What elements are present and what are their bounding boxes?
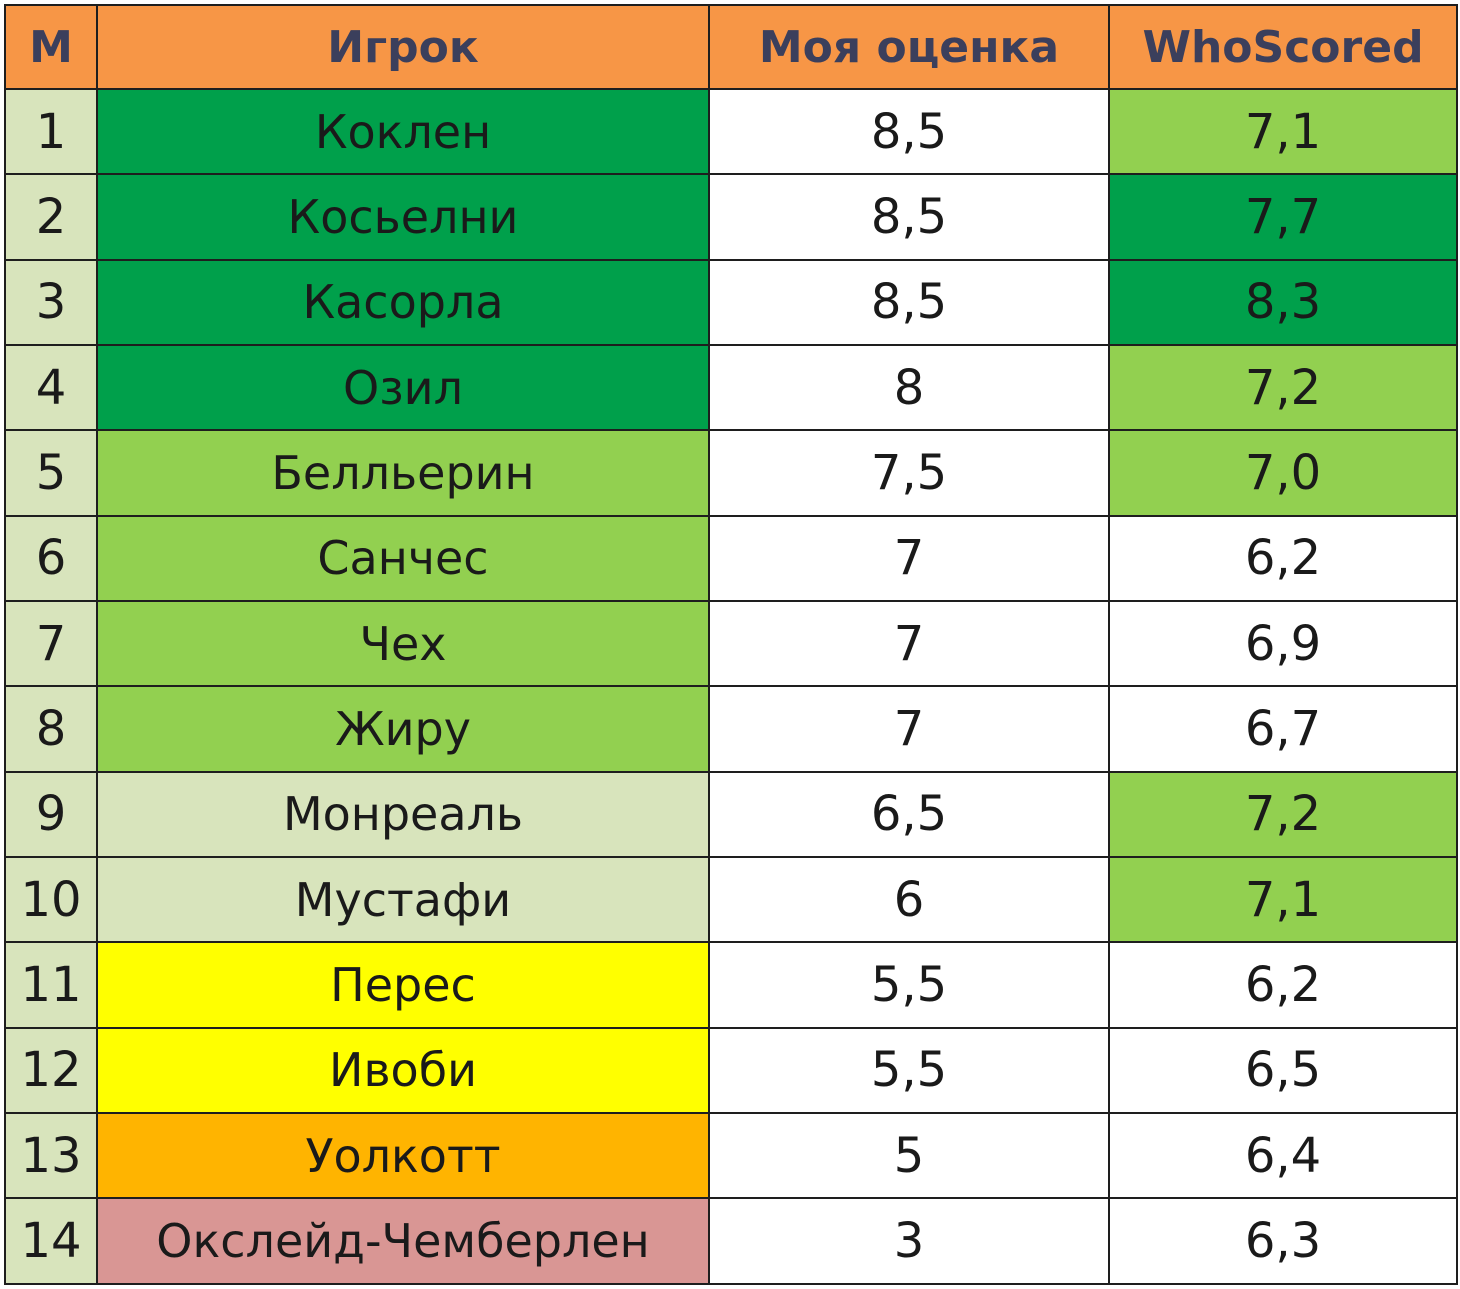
- whoscored-cell: 7,2: [1108, 770, 1458, 859]
- whoscored-cell: 6,2: [1108, 514, 1458, 603]
- my-rating-cell: 8: [708, 344, 1110, 432]
- table-row: 3 Касорла 8,5 8,3: [4, 258, 1458, 347]
- whoscored-cell: 6,4: [1108, 1112, 1458, 1200]
- header-my-rating: Моя оценка: [708, 4, 1110, 90]
- player-cell: Косьелни: [96, 173, 710, 261]
- player-cell: Коклен: [96, 87, 710, 176]
- my-rating-cell: 8,5: [708, 87, 1110, 176]
- player-cell: Жиру: [96, 685, 710, 773]
- table-row: 9 Монреаль 6,5 7,2: [4, 770, 1458, 859]
- player-cell: Санчес: [96, 514, 710, 603]
- player-cell: Перес: [96, 941, 710, 1029]
- my-rating-cell: 5,5: [708, 1026, 1110, 1115]
- rank-cell: 1: [4, 87, 98, 176]
- rank-cell: 13: [4, 1112, 98, 1200]
- player-cell: Касорла: [96, 258, 710, 347]
- rank-cell: 14: [4, 1197, 98, 1285]
- whoscored-cell: 7,2: [1108, 344, 1458, 432]
- whoscored-cell: 7,1: [1108, 856, 1458, 944]
- table-body: 1 Коклен 8,5 7,1 2 Косьелни 8,5 7,7 3 Касорла 8,5 8…: [4, 87, 1458, 1285]
- header-player: Игрок: [96, 4, 710, 90]
- rank-cell: 12: [4, 1026, 98, 1115]
- my-rating-cell: 6,5: [708, 770, 1110, 859]
- whoscored-cell: 6,7: [1108, 685, 1458, 773]
- whoscored-cell: 7,0: [1108, 429, 1458, 517]
- rank-cell: 7: [4, 600, 98, 688]
- table-row: 4 Озил 8 7,2: [4, 344, 1458, 432]
- my-rating-cell: 5,5: [708, 941, 1110, 1029]
- player-cell: Белльерин: [96, 429, 710, 517]
- header-row: М Игрок Моя оценка WhoScored: [4, 4, 1458, 90]
- rank-cell: 10: [4, 856, 98, 944]
- table-row: 1 Коклен 8,5 7,1: [4, 87, 1458, 176]
- player-cell: Уолкотт: [96, 1112, 710, 1200]
- rank-cell: 8: [4, 685, 98, 773]
- table-row: 7 Чех 7 6,9: [4, 600, 1458, 688]
- whoscored-cell: 6,3: [1108, 1197, 1458, 1285]
- my-rating-cell: 7: [708, 600, 1110, 688]
- player-cell: Окслейд-Чемберлен: [96, 1197, 710, 1285]
- table-row: 12 Ивоби 5,5 6,5: [4, 1026, 1458, 1115]
- table-row: 5 Белльерин 7,5 7,0: [4, 429, 1458, 517]
- player-cell: Мустафи: [96, 856, 710, 944]
- rank-cell: 4: [4, 344, 98, 432]
- header-rank: М: [4, 4, 98, 90]
- table-row: 11 Перес 5,5 6,2: [4, 941, 1458, 1029]
- table-row: 2 Косьелни 8,5 7,7: [4, 173, 1458, 261]
- player-cell: Ивоби: [96, 1026, 710, 1115]
- whoscored-cell: 6,2: [1108, 941, 1458, 1029]
- my-rating-cell: 8,5: [708, 173, 1110, 261]
- rank-cell: 2: [4, 173, 98, 261]
- my-rating-cell: 7: [708, 685, 1110, 773]
- player-cell: Монреаль: [96, 770, 710, 859]
- my-rating-cell: 7,5: [708, 429, 1110, 517]
- rank-cell: 9: [4, 770, 98, 859]
- whoscored-cell: 7,7: [1108, 173, 1458, 261]
- whoscored-cell: 6,5: [1108, 1026, 1458, 1115]
- rank-cell: 5: [4, 429, 98, 517]
- rank-cell: 11: [4, 941, 98, 1029]
- my-rating-cell: 3: [708, 1197, 1110, 1285]
- player-cell: Озил: [96, 344, 710, 432]
- whoscored-cell: 6,9: [1108, 600, 1458, 688]
- table-row: 10 Мустафи 6 7,1: [4, 856, 1458, 944]
- table-row: 13 Уолкотт 5 6,4: [4, 1112, 1458, 1200]
- rank-cell: 6: [4, 514, 98, 603]
- my-rating-cell: 5: [708, 1112, 1110, 1200]
- my-rating-cell: 7: [708, 514, 1110, 603]
- table-row: 14 Окслейд-Чемберлен 3 6,3: [4, 1197, 1458, 1285]
- table-row: 6 Санчес 7 6,2: [4, 514, 1458, 603]
- ratings-table: М Игрок Моя оценка WhoScored 1 Коклен 8,5 7…: [4, 4, 1458, 1285]
- my-rating-cell: 8,5: [708, 258, 1110, 347]
- player-cell: Чех: [96, 600, 710, 688]
- whoscored-cell: 7,1: [1108, 87, 1458, 176]
- table-row: 8 Жиру 7 6,7: [4, 685, 1458, 773]
- rank-cell: 3: [4, 258, 98, 347]
- whoscored-cell: 8,3: [1108, 258, 1458, 347]
- header-whoscored: WhoScored: [1108, 4, 1458, 90]
- my-rating-cell: 6: [708, 856, 1110, 944]
